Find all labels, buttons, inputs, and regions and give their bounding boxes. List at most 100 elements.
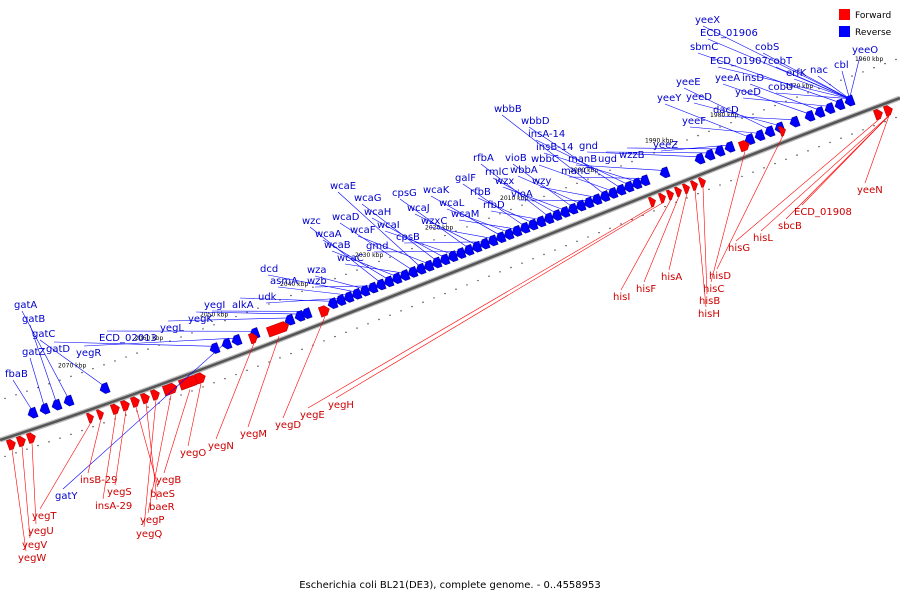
- reverse-gene-arrow[interactable]: [486, 234, 499, 247]
- forward-gene-arrow[interactable]: [5, 438, 17, 451]
- reverse-gene-label[interactable]: yeeX: [695, 15, 720, 26]
- forward-gene-label[interactable]: yegE: [300, 410, 325, 421]
- forward-gene-arrow[interactable]: [882, 104, 894, 117]
- reverse-gene-label[interactable]: yegK: [188, 314, 213, 325]
- forward-gene-arrow[interactable]: [109, 403, 121, 416]
- reverse-gene-label[interactable]: ECD_01907: [710, 56, 768, 67]
- forward-gene-arrow[interactable]: [777, 125, 787, 137]
- reverse-gene-label[interactable]: yegL: [160, 323, 184, 334]
- reverse-gene-label[interactable]: yeeO: [852, 45, 878, 56]
- reverse-gene-arrow[interactable]: [788, 115, 801, 128]
- reverse-gene-label[interactable]: ECD_01906: [700, 28, 758, 39]
- forward-gene-label[interactable]: hisH: [698, 309, 720, 320]
- forward-gene-arrow[interactable]: [737, 139, 751, 153]
- forward-gene-label[interactable]: hisI: [613, 292, 630, 303]
- reverse-gene-label[interactable]: cobU: [768, 82, 793, 93]
- forward-gene-label[interactable]: baeS: [150, 489, 175, 500]
- forward-gene-label[interactable]: yegT: [32, 511, 57, 522]
- reverse-gene-label[interactable]: wbbD: [521, 116, 550, 127]
- forward-gene-label[interactable]: yegO: [180, 448, 206, 459]
- reverse-gene-arrow[interactable]: [462, 243, 475, 256]
- reverse-gene-label[interactable]: rfbA: [473, 153, 494, 164]
- reverse-gene-label[interactable]: wcaD: [332, 212, 360, 223]
- reverse-gene-label[interactable]: wcaF: [350, 225, 376, 236]
- reverse-gene-label[interactable]: gatZ: [22, 347, 45, 358]
- reverse-gene-label[interactable]: rfbB: [470, 187, 491, 198]
- forward-gene-label[interactable]: yegH: [328, 400, 354, 411]
- reverse-gene-arrow[interactable]: [230, 333, 243, 346]
- reverse-gene-label[interactable]: udk: [258, 292, 277, 303]
- forward-gene-arrow[interactable]: [85, 412, 95, 424]
- reverse-gene-label[interactable]: wzb: [307, 276, 327, 287]
- forward-gene-label[interactable]: hisC: [703, 284, 724, 295]
- reverse-gene-label[interactable]: insD: [742, 73, 764, 84]
- forward-gene-arrow[interactable]: [665, 189, 675, 201]
- reverse-gene-arrow[interactable]: [220, 337, 233, 350]
- forward-gene-label[interactable]: sbcB: [778, 221, 802, 232]
- reverse-gene-label[interactable]: wcaI: [377, 220, 400, 231]
- reverse-gene-label[interactable]: cpsB: [396, 232, 420, 243]
- reverse-gene-label[interactable]: wbbB: [494, 104, 522, 115]
- reverse-gene-arrow[interactable]: [723, 140, 736, 153]
- reverse-gene-label[interactable]: yegI: [204, 300, 225, 311]
- forward-gene-arrow[interactable]: [673, 186, 683, 198]
- reverse-gene-arrow[interactable]: [713, 144, 726, 157]
- forward-gene-label[interactable]: hisB: [699, 296, 720, 307]
- forward-gene-arrow[interactable]: [15, 435, 27, 448]
- forward-gene-label[interactable]: yegV: [22, 540, 47, 551]
- forward-gene-label[interactable]: insA-29: [95, 501, 132, 512]
- forward-gene-arrow[interactable]: [25, 431, 37, 444]
- reverse-gene-arrow[interactable]: [582, 196, 595, 209]
- reverse-gene-label[interactable]: alkA: [232, 300, 254, 311]
- reverse-gene-label[interactable]: wzzB: [619, 150, 645, 161]
- reverse-gene-label[interactable]: galF: [455, 173, 476, 184]
- forward-gene-arrow[interactable]: [689, 179, 699, 192]
- forward-gene-label[interactable]: yegB: [156, 475, 181, 486]
- reverse-gene-label[interactable]: wzy: [532, 176, 551, 187]
- forward-gene-arrow[interactable]: [681, 182, 691, 195]
- reverse-gene-arrow[interactable]: [823, 102, 836, 115]
- reverse-gene-label[interactable]: yeeE: [676, 77, 701, 88]
- reverse-gene-arrow[interactable]: [326, 297, 339, 310]
- reverse-gene-label[interactable]: wcaL: [439, 198, 465, 209]
- reverse-gene-arrow[interactable]: [283, 313, 296, 326]
- forward-gene-arrow[interactable]: [119, 399, 131, 412]
- reverse-gene-label[interactable]: nac: [810, 65, 828, 76]
- forward-gene-arrow[interactable]: [872, 108, 884, 121]
- reverse-gene-label[interactable]: insB-14: [536, 142, 574, 153]
- forward-gene-arrow[interactable]: [657, 192, 667, 204]
- forward-gene-arrow[interactable]: [95, 408, 105, 420]
- reverse-gene-label[interactable]: dacD: [713, 105, 739, 116]
- reverse-gene-label[interactable]: ugd: [598, 154, 617, 165]
- reverse-gene-arrow[interactable]: [414, 262, 427, 275]
- reverse-gene-label[interactable]: gatA: [14, 300, 37, 311]
- reverse-gene-label[interactable]: yeeF: [682, 116, 706, 127]
- forward-gene-arrow[interactable]: [193, 371, 207, 385]
- reverse-gene-label[interactable]: yoeD: [735, 87, 761, 98]
- reverse-gene-arrow[interactable]: [454, 247, 467, 259]
- reverse-gene-label[interactable]: sbmC: [690, 42, 718, 53]
- forward-gene-label[interactable]: yegU: [28, 526, 54, 537]
- reverse-gene-arrow[interactable]: [430, 256, 443, 269]
- reverse-gene-arrow[interactable]: [693, 152, 706, 165]
- forward-gene-label[interactable]: insB-29: [80, 475, 118, 486]
- reverse-gene-label[interactable]: rmlC: [485, 167, 508, 178]
- reverse-gene-label[interactable]: yeeY: [657, 93, 682, 104]
- reverse-gene-label[interactable]: wzxC: [421, 216, 447, 227]
- forward-gene-arrow[interactable]: [149, 388, 161, 401]
- reverse-gene-arrow[interactable]: [542, 212, 555, 225]
- forward-gene-label[interactable]: yegQ: [136, 529, 162, 540]
- reverse-gene-label[interactable]: wcaH: [364, 207, 391, 218]
- reverse-gene-arrow[interactable]: [334, 294, 347, 306]
- reverse-gene-label[interactable]: yegR: [76, 348, 101, 359]
- reverse-gene-label[interactable]: wcaJ: [407, 203, 430, 214]
- reverse-gene-arrow[interactable]: [26, 406, 39, 419]
- reverse-gene-label[interactable]: dcd: [260, 264, 278, 275]
- reverse-gene-label[interactable]: gatC: [32, 329, 55, 340]
- forward-gene-arrow[interactable]: [697, 176, 707, 188]
- forward-gene-label[interactable]: yegS: [107, 487, 132, 498]
- reverse-gene-arrow[interactable]: [833, 98, 846, 111]
- forward-gene-label[interactable]: yegM: [240, 429, 267, 440]
- reverse-gene-label[interactable]: ECD_02013: [99, 333, 157, 344]
- reverse-gene-label[interactable]: asmA: [270, 276, 298, 287]
